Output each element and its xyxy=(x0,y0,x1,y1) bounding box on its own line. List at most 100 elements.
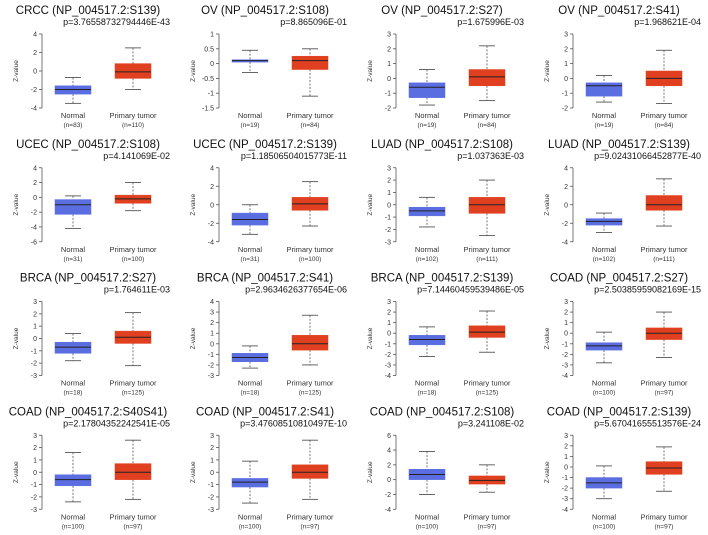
group-count: (n=102) xyxy=(416,256,439,263)
y-tick-label: -2 xyxy=(385,492,391,499)
y-tick-label: -4 xyxy=(31,106,37,113)
group-count: (n=19) xyxy=(595,122,614,129)
y-tick-label: 1 xyxy=(564,454,568,461)
y-tick-label: 4 xyxy=(210,299,214,306)
p-value-label: p=1.968621E-04 xyxy=(634,17,701,27)
group-label: Primary tumor xyxy=(640,245,688,254)
y-tick-label: -1 xyxy=(208,482,214,489)
y-tick-label: 0 xyxy=(387,477,391,484)
panel-3: OV (NP_004517.2:S41)p=1.968621E-04 -2 -1 0 1… xyxy=(544,5,701,129)
y-tick-label: 2 xyxy=(33,50,37,57)
normal-box xyxy=(408,206,446,217)
y-axis-title: Z-value xyxy=(544,60,551,82)
y-tick-label: 3 xyxy=(210,433,214,440)
group-label: Primary tumor xyxy=(109,245,157,254)
y-tick-label: -6 xyxy=(31,239,37,246)
y-tick-label: -3 xyxy=(562,362,568,369)
p-value-label: p=7.14460459539486E-05 xyxy=(417,285,524,295)
y-tick-label: -1.5 xyxy=(202,106,214,113)
group-count: (n=97) xyxy=(478,523,497,530)
group-label: Normal xyxy=(415,111,440,120)
panel-title: LUAD (NP_004517.2:S108) xyxy=(371,139,513,151)
group-count: (n=19) xyxy=(241,122,260,129)
group-label: Primary tumor xyxy=(109,111,157,120)
group-label: Primary tumor xyxy=(640,111,688,120)
group-count: (n=110) xyxy=(122,122,144,129)
y-tick-label: 0 xyxy=(387,202,391,209)
y-tick-label: 0 xyxy=(387,76,391,83)
y-tick-label: -1 xyxy=(385,215,391,222)
p-value-label: p=3.76558732794446E-43 xyxy=(63,17,170,27)
group-label: Primary tumor xyxy=(286,245,334,254)
y-tick-label: -2 xyxy=(208,494,214,501)
y-tick-label: 2 xyxy=(564,310,568,317)
y-tick-label: -2 xyxy=(562,352,568,359)
y-tick-label: 0 xyxy=(210,202,214,209)
y-tick-label: 2 xyxy=(33,311,37,318)
y-tick-label: 0 xyxy=(210,341,214,348)
group-label: Primary tumor xyxy=(286,111,334,120)
tumor-box xyxy=(114,463,152,480)
y-tick-label: 4 xyxy=(33,32,37,39)
normal-box xyxy=(585,342,623,351)
group-count: (n=84) xyxy=(301,122,320,129)
group-label: Normal xyxy=(592,245,617,254)
y-tick-label: 3 xyxy=(387,299,391,306)
normal-box xyxy=(54,199,92,215)
group-count: (n=102) xyxy=(593,256,616,263)
y-tick-label: 1 xyxy=(564,320,568,327)
y-axis-title: Z-value xyxy=(544,194,551,216)
y-tick-label: 1 xyxy=(210,331,214,338)
group-count: (n=31) xyxy=(64,256,83,263)
y-axis-title: Z-value xyxy=(367,194,374,216)
group-count: (n=100) xyxy=(239,523,262,530)
y-axis-title: Z-value xyxy=(13,327,20,349)
y-axis-title: Z-value xyxy=(13,60,20,82)
y-tick-label: 4 xyxy=(387,448,391,455)
panel-title: COAD (NP_004517.2:S27) xyxy=(550,273,688,285)
group-count: (n=100) xyxy=(62,523,85,530)
group-label: Primary tumor xyxy=(463,245,511,254)
y-tick-label: 0 xyxy=(210,470,214,477)
y-axis-title: Z-value xyxy=(190,60,197,82)
y-tick-label: 2 xyxy=(387,46,391,53)
y-tick-label: -1 xyxy=(562,475,568,482)
y-tick-label: -2 xyxy=(385,227,391,234)
group-label: Primary tumor xyxy=(463,379,511,388)
p-value-label: p=5.67041655513576E-24 xyxy=(594,418,701,428)
p-value-label: p=2.50385959082169E-15 xyxy=(594,285,701,295)
p-value-label: p=4.141069E-02 xyxy=(103,151,170,161)
y-tick-label: -3 xyxy=(31,373,37,380)
y-tick-label: 1 xyxy=(33,457,37,464)
y-tick-label: 1 xyxy=(387,320,391,327)
y-tick-label: 0 xyxy=(564,464,568,471)
y-tick-label: 2 xyxy=(387,310,391,317)
y-tick-label: 3 xyxy=(387,32,391,39)
p-value-label: p=2.9634626377654E-06 xyxy=(245,285,347,295)
y-tick-label: -1 xyxy=(208,352,214,359)
group-count: (n=19) xyxy=(418,122,437,129)
tumor-box xyxy=(291,335,329,351)
y-tick-label: 4 xyxy=(564,165,568,172)
group-label: Normal xyxy=(238,512,263,521)
normal-box xyxy=(231,478,269,488)
panel-title: BRCA (NP_004517.2:S27) xyxy=(20,273,156,285)
group-label: Primary tumor xyxy=(463,111,511,120)
y-tick-label: 2 xyxy=(564,184,568,191)
y-tick-label: -2 xyxy=(562,221,568,228)
tumor-box xyxy=(645,195,683,211)
group-label: Normal xyxy=(61,245,86,254)
y-axis-title: Z-value xyxy=(13,194,20,216)
normal-box xyxy=(585,82,623,97)
p-value-label: p=1.764611E-03 xyxy=(104,285,170,295)
group-count: (n=100) xyxy=(593,390,616,397)
p-value-label: p=3.47608510810497E-10 xyxy=(240,418,347,428)
y-tick-label: -2 xyxy=(31,210,37,217)
normal-box xyxy=(54,474,92,487)
y-tick-label: -4 xyxy=(31,224,37,231)
panel-6: LUAD (NP_004517.2:S108)p=1.037363E-03 -3 -… xyxy=(367,139,524,263)
panel-0: CRCC (NP_004517.2:S139)p=3.7655873279444… xyxy=(13,5,170,129)
panel-title: BRCA (NP_004517.2:S139) xyxy=(371,273,514,285)
y-tick-label: -2 xyxy=(208,221,214,228)
